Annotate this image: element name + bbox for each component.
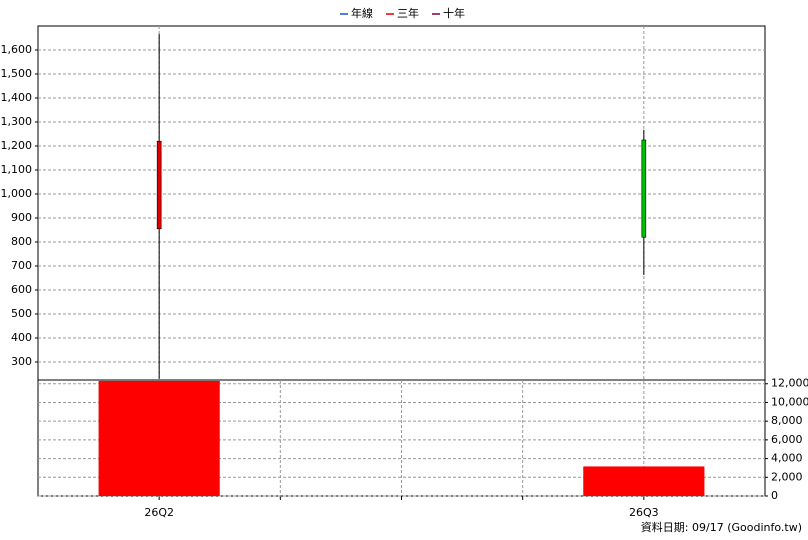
legend-label: 三年 bbox=[397, 6, 419, 20]
candle-body bbox=[156, 140, 162, 230]
volume-bar bbox=[98, 380, 220, 496]
y2-tick-label: 12,000 bbox=[771, 377, 808, 390]
y2-tick-label: 4,000 bbox=[771, 452, 803, 465]
y-tick-label: 1,600 bbox=[1, 43, 33, 56]
y-tick-label: 1,400 bbox=[1, 91, 33, 104]
y2-tick-label: 0 bbox=[771, 489, 778, 502]
y-tick-label: 900 bbox=[11, 211, 32, 224]
legend-label: 十年 bbox=[443, 6, 465, 20]
y2-tick-label: 10,000 bbox=[771, 395, 808, 408]
y-tick-label: 500 bbox=[11, 307, 32, 320]
y2-tick-label: 6,000 bbox=[771, 433, 803, 446]
y-tick-label: 1,300 bbox=[1, 115, 33, 128]
y-tick-label: 1,000 bbox=[1, 187, 33, 200]
y2-tick-label: 8,000 bbox=[771, 414, 803, 427]
y-tick-label: 300 bbox=[11, 355, 32, 368]
y-tick-label: 1,200 bbox=[1, 139, 33, 152]
y-tick-label: 700 bbox=[11, 259, 32, 272]
y-tick-label: 600 bbox=[11, 283, 32, 296]
footer: 資料日期: 09/17 (Goodinfo.tw) bbox=[641, 520, 802, 534]
y-tick-label: 1,500 bbox=[1, 67, 33, 80]
y-tick-label: 800 bbox=[11, 235, 32, 248]
x-tick-label: 26Q2 bbox=[144, 506, 174, 519]
y2-tick-label: 2,000 bbox=[771, 470, 803, 483]
y-tick-label: 400 bbox=[11, 331, 32, 344]
legend-label: 年線 bbox=[351, 6, 373, 20]
y-tick-label: 1,100 bbox=[1, 163, 33, 176]
volume-bar bbox=[583, 466, 705, 496]
candle-body bbox=[641, 139, 647, 238]
x-tick-label: 26Q3 bbox=[629, 506, 659, 519]
